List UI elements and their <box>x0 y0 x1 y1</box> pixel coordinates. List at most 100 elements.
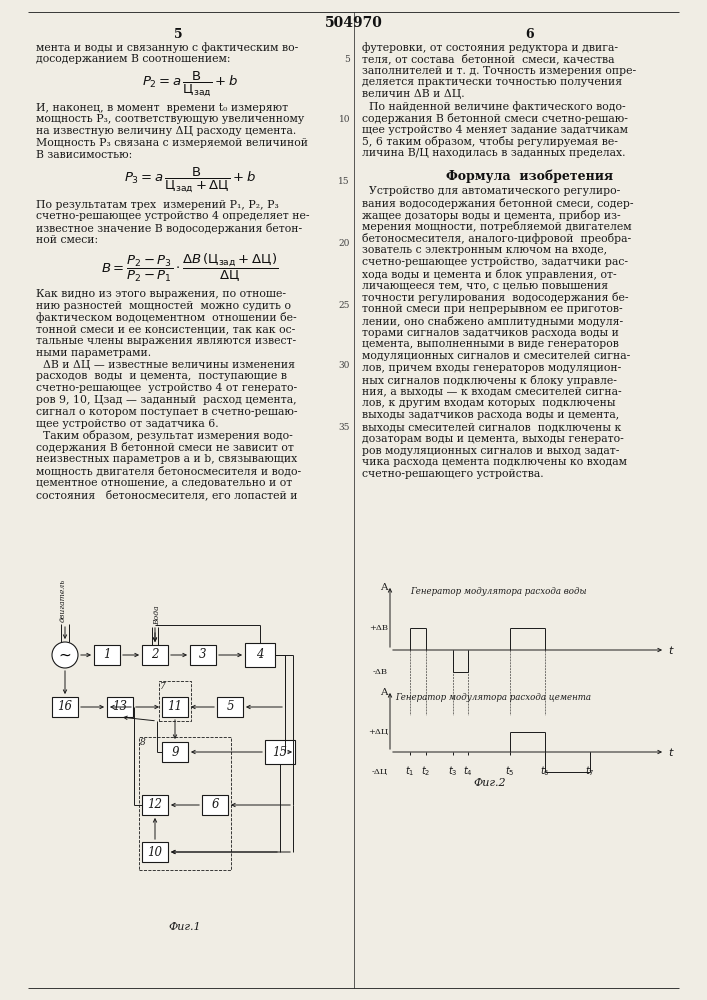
Text: тонной смеси и ее консистенции, так как ос-: тонной смеси и ее консистенции, так как … <box>36 324 296 334</box>
Text: A: A <box>380 583 388 592</box>
Text: деляется практически точностью получения: деляется практически точностью получения <box>362 77 622 87</box>
Text: $t_6$: $t_6$ <box>540 764 550 778</box>
Text: 15: 15 <box>272 746 288 758</box>
Text: ров модуляционных сигналов и выход задат-: ров модуляционных сигналов и выход задат… <box>362 446 619 456</box>
Text: $t_2$: $t_2$ <box>421 764 431 778</box>
Text: 30: 30 <box>339 361 350 370</box>
Text: цементное отношение, а следовательно и от: цементное отношение, а следовательно и о… <box>36 478 292 488</box>
Text: ной смеси:: ной смеси: <box>36 235 98 245</box>
Text: досодержанием В соотношением:: досодержанием В соотношением: <box>36 54 230 64</box>
Text: неизвестных параметров a и b, связывающих: неизвестных параметров a и b, связывающи… <box>36 454 297 464</box>
Text: на известную величину ΔЦ расходу цемента.: на известную величину ΔЦ расходу цемента… <box>36 126 296 136</box>
Text: цемента, выполненными в виде генераторов: цемента, выполненными в виде генераторов <box>362 339 619 349</box>
Text: содержания В бетонной смеси не зависит от: содержания В бетонной смеси не зависит о… <box>36 442 294 453</box>
Text: $t_5$: $t_5$ <box>506 764 515 778</box>
Text: ров 9, 10, Цзад — заданный  расход цемента,: ров 9, 10, Цзад — заданный расход цемент… <box>36 395 297 405</box>
Bar <box>107 697 133 717</box>
Text: 7: 7 <box>160 682 165 691</box>
Text: чика расхода цемента подключены ко входам: чика расхода цемента подключены ко входа… <box>362 457 627 467</box>
Text: счетно-решающего устройства.: счетно-решающего устройства. <box>362 469 544 479</box>
Text: $t_3$: $t_3$ <box>448 764 458 778</box>
Text: теля, от состава  бетонной  смеси, качества: теля, от состава бетонной смеси, качеств… <box>362 54 614 65</box>
Text: 5, 6 таким образом, чтобы регулируемая ве-: 5, 6 таким образом, чтобы регулируемая в… <box>362 136 618 147</box>
Text: зователь с электронным ключом на входе,: зователь с электронным ключом на входе, <box>362 245 607 255</box>
Text: ных сигналов подключены к блоку управле-: ных сигналов подключены к блоку управле- <box>362 375 617 386</box>
Bar <box>245 643 275 667</box>
Text: 6: 6 <box>211 798 218 812</box>
Text: По результатам трех  измерений P₁, P₂, P₃: По результатам трех измерений P₁, P₂, P₃ <box>36 200 279 210</box>
Text: И, наконец, в момент  времени t₀ измеряют: И, наконец, в момент времени t₀ измеряют <box>36 103 288 113</box>
Text: мерения мощности, потребляемой двигателем: мерения мощности, потребляемой двигателе… <box>362 221 631 232</box>
Text: 6: 6 <box>526 28 534 41</box>
Text: В зависимостью:: В зависимостью: <box>36 150 132 160</box>
Text: личина В/Ц находилась в заданных пределах.: личина В/Ц находилась в заданных предела… <box>362 148 626 158</box>
Text: $t$: $t$ <box>668 746 674 758</box>
Text: фактическом водоцементном  отношении бе-: фактическом водоцементном отношении бе- <box>36 312 297 323</box>
Text: ~: ~ <box>59 648 71 662</box>
Text: жащее дозаторы воды и цемента, прибор из-: жащее дозаторы воды и цемента, прибор из… <box>362 210 621 221</box>
Text: Устройство для автоматического регулиро-: Устройство для автоматического регулиро- <box>362 186 620 196</box>
Circle shape <box>52 642 78 668</box>
Text: $P_3 = a\,\dfrac{\mathrm{B}}{\mathrm{\text{Ц}}_{\text{зад}} + \Delta\mathrm{\tex: $P_3 = a\,\dfrac{\mathrm{B}}{\mathrm{\te… <box>124 166 256 195</box>
Text: бетоносмесителя, аналого-цифровой  преобра-: бетоносмесителя, аналого-цифровой преобр… <box>362 233 631 244</box>
Text: содержания В бетонной смеси счетно-решаю-: содержания В бетонной смеси счетно-решаю… <box>362 113 628 124</box>
Text: $t_1$: $t_1$ <box>405 764 415 778</box>
Text: ΔВ и ΔЦ — известные величины изменения: ΔВ и ΔЦ — известные величины изменения <box>36 360 295 370</box>
Text: 12: 12 <box>148 798 163 812</box>
Text: -ΔЦ: -ΔЦ <box>372 768 388 776</box>
Text: Фиг.1: Фиг.1 <box>169 922 201 932</box>
Text: $t_4$: $t_4$ <box>463 764 473 778</box>
Text: 9: 9 <box>171 746 179 758</box>
Text: 5: 5 <box>344 55 350 64</box>
Text: A: A <box>380 688 388 697</box>
Bar <box>162 697 188 717</box>
Text: расходов  воды  и цемента,  поступающие в: расходов воды и цемента, поступающие в <box>36 371 287 381</box>
Text: 2: 2 <box>151 648 159 662</box>
Text: +ΔЦ: +ΔЦ <box>368 728 388 736</box>
Text: $B = \dfrac{P_2 - P_3}{P_2 - P_1}\cdot\dfrac{\Delta B\,(\mathrm{\text{Ц}}_\mathr: $B = \dfrac{P_2 - P_3}{P_2 - P_1}\cdot\d… <box>101 251 279 284</box>
Text: 20: 20 <box>339 238 350 247</box>
Bar <box>202 795 228 815</box>
Text: счетно-решающее устройство 4 определяет не-: счетно-решающее устройство 4 определяет … <box>36 211 310 221</box>
Text: 16: 16 <box>57 700 73 714</box>
Text: 11: 11 <box>168 700 182 714</box>
Text: тонной смеси при непрерывном ее приготов-: тонной смеси при непрерывном ее приготов… <box>362 304 623 314</box>
Text: 13: 13 <box>112 700 127 714</box>
Text: Генератор модулятора расхода цемента: Генератор модулятора расхода цемента <box>395 693 591 702</box>
Text: Фиг.2: Фиг.2 <box>474 778 506 788</box>
Text: 5: 5 <box>226 700 234 714</box>
Text: 504970: 504970 <box>325 16 383 30</box>
Text: торами сигналов задатчиков расхода воды и: торами сигналов задатчиков расхода воды … <box>362 328 619 338</box>
Text: дозаторам воды и цемента, выходы генерато-: дозаторам воды и цемента, выходы генерат… <box>362 434 624 444</box>
Text: $t_7$: $t_7$ <box>585 764 595 778</box>
Bar <box>190 645 216 665</box>
Bar <box>142 795 168 815</box>
Text: щее устройство 4 меняет задание задатчикам: щее устройство 4 меняет задание задатчик… <box>362 125 628 135</box>
Text: +ΔВ: +ΔВ <box>369 624 388 632</box>
Text: тальные члены выражения являются извест-: тальные члены выражения являются извест- <box>36 336 296 346</box>
Text: Мощность P₃ связана с измеряемой величиной: Мощность P₃ связана с измеряемой величин… <box>36 138 308 148</box>
Bar <box>217 697 243 717</box>
Text: выходы смесителей сигналов  подключены к: выходы смесителей сигналов подключены к <box>362 422 621 432</box>
Text: счетно-решающее  устройство 4 от генерато-: счетно-решающее устройство 4 от генерато… <box>36 383 297 393</box>
Text: вания водосодержания бетонной смеси, содер-: вания водосодержания бетонной смеси, сод… <box>362 198 633 209</box>
Text: мента и воды и связанную с фактическим во-: мента и воды и связанную с фактическим в… <box>36 42 298 53</box>
Text: Генератор модулятора расхода воды: Генератор модулятора расхода воды <box>410 587 587 596</box>
Text: 8: 8 <box>140 738 146 747</box>
Text: заполнителей и т. д. Точность измерения опре-: заполнителей и т. д. Точность измерения … <box>362 66 636 76</box>
Text: известное значение В водосодержания бетон-: известное значение В водосодержания бето… <box>36 223 302 234</box>
Text: мощность двигателя бетоносмесителя и водо-: мощность двигателя бетоносмесителя и вод… <box>36 466 301 476</box>
Bar <box>265 740 295 764</box>
Text: личающееся тем, что, с целью повышения: личающееся тем, что, с целью повышения <box>362 280 608 290</box>
Text: Вода: Вода <box>153 605 161 625</box>
Text: 15: 15 <box>339 176 350 186</box>
Text: 3: 3 <box>199 648 206 662</box>
Text: щее устройство от задатчика 6.: щее устройство от задатчика 6. <box>36 419 218 429</box>
Bar <box>94 645 120 665</box>
Text: лов, к другим входам которых  подключены: лов, к другим входам которых подключены <box>362 398 616 408</box>
Text: 5: 5 <box>174 28 182 41</box>
Text: модуляционных сигналов и смесителей сигна-: модуляционных сигналов и смесителей сигн… <box>362 351 630 361</box>
Text: хода воды и цемента и блок управления, от-: хода воды и цемента и блок управления, о… <box>362 269 617 280</box>
Text: сигнал о котором поступает в счетно-решаю-: сигнал о котором поступает в счетно-реша… <box>36 407 298 417</box>
Text: По найденной величине фактического водо-: По найденной величине фактического водо- <box>362 101 626 112</box>
